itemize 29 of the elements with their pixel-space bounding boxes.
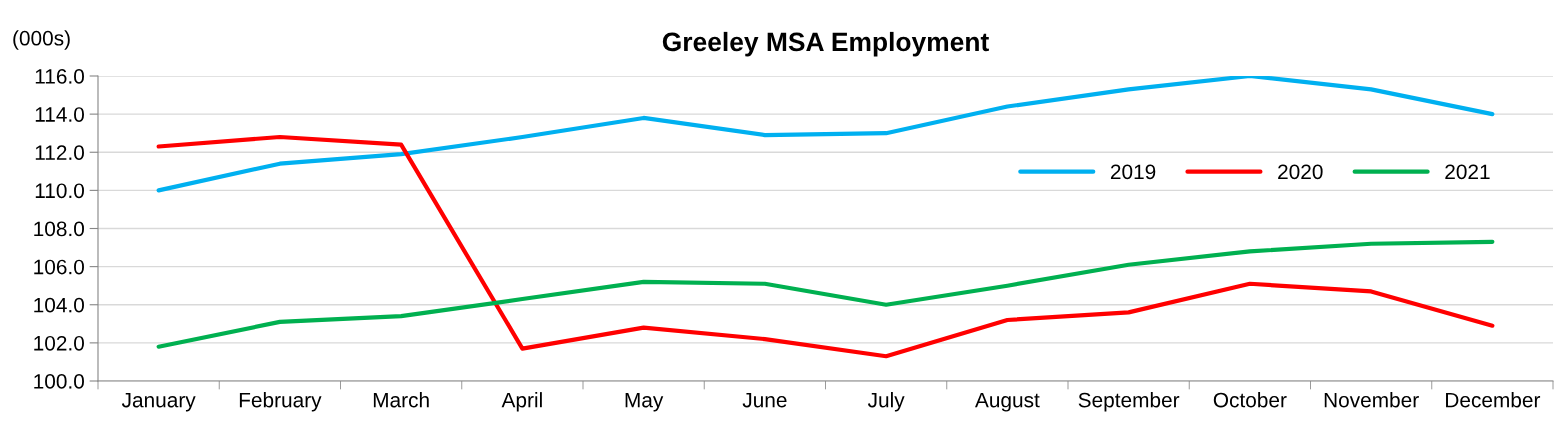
y-tick-label: 102.0	[34, 335, 84, 351]
x-tick-label: June	[742, 392, 787, 408]
line-series	[156, 134, 1495, 359]
y-tick-label: 104.0	[34, 297, 84, 313]
y-tick-label: 114.0	[35, 107, 84, 122]
x-tick-label: April	[501, 392, 542, 412]
line-series	[156, 76, 1495, 193]
x-tick-label: February	[239, 392, 322, 412]
y-tick-label: 116.0	[35, 69, 84, 84]
chart-title: Greeley MSA Employment	[662, 31, 989, 57]
x-tick-label: August	[974, 392, 1040, 412]
x-tick-label: May	[625, 392, 664, 412]
x-tick-label: October	[1213, 392, 1287, 408]
legend-label: 2019	[1110, 164, 1156, 180]
x-tick-label: November	[1324, 392, 1419, 408]
y-tick-label: 100.0	[34, 374, 84, 389]
line-series	[156, 239, 1495, 349]
legend-label: 2021	[1445, 164, 1490, 180]
y-tick-label: 112.0	[35, 145, 84, 160]
y-tick-label: 106.0	[34, 259, 84, 275]
x-tick-label: July	[867, 392, 905, 412]
x-tick-label: September	[1078, 392, 1180, 412]
x-tick-label: January	[121, 392, 196, 412]
y-tick-label: 108.0	[34, 221, 84, 237]
x-tick-label: December	[1446, 392, 1541, 408]
y-axis-title: (000s)	[13, 30, 70, 50]
y-tick-label: 110.0	[35, 183, 84, 199]
legend-label: 2020	[1278, 164, 1323, 180]
x-tick-label: March	[373, 392, 429, 408]
